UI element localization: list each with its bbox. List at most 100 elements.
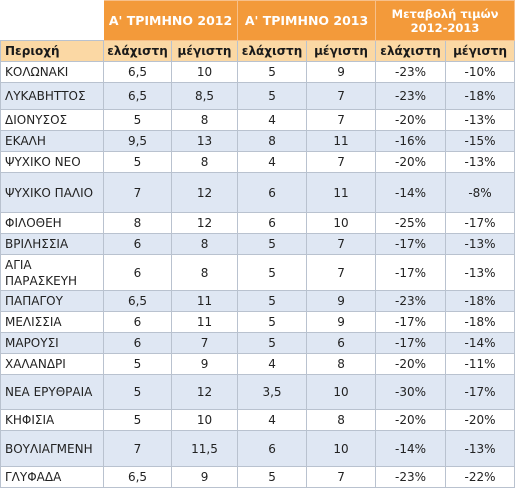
change-max-cell: -18% <box>445 311 515 333</box>
header-blank-cell <box>0 0 104 41</box>
min-2013-cell: 5 <box>237 290 308 312</box>
min-2012-cell: 6,5 <box>103 290 172 312</box>
subheader-row: Περιοχή ελάχιστη μέγιστη ελάχιστη μέγιστ… <box>0 40 515 62</box>
change-min-cell: -20% <box>375 151 447 173</box>
max-2012-cell: 8 <box>170 233 239 255</box>
region-cell: ΜΑΡΟΥΣΙ <box>0 332 104 354</box>
table-row: ΨΥΧΙΚΟ ΝΕΟ 5 8 4 7 -20% -13% <box>0 151 515 173</box>
min-2013-cell: 5 <box>237 254 308 291</box>
max-2013-cell: 8 <box>306 353 377 375</box>
region-cell: ΨΥΧΙΚΟ ΠΑΛΙΟ <box>0 172 104 213</box>
change-min-cell: -23% <box>375 466 447 488</box>
change-max-cell: -10% <box>445 61 515 83</box>
table-row: ΦΙΛΟΘΕΗ 8 12 6 10 -25% -17% <box>0 212 515 234</box>
change-max-cell: -18% <box>445 290 515 312</box>
change-min-cell: -30% <box>375 374 447 410</box>
min-2013-cell: 5 <box>237 466 308 488</box>
change-min-cell: -17% <box>375 311 447 333</box>
max-2013-cell: 9 <box>306 61 377 83</box>
min-2012-cell: 6 <box>103 254 172 291</box>
change-max-cell: -20% <box>445 409 515 431</box>
change-max-cell: -17% <box>445 212 515 234</box>
max-2012-cell: 7 <box>170 332 239 354</box>
max-2012-cell: 8 <box>170 109 239 131</box>
max-2013-cell: 7 <box>306 109 377 131</box>
max-2013-cell: 6 <box>306 332 377 354</box>
region-cell: ΠΑΠΑΓΟΥ <box>0 290 104 312</box>
min-2013-cell: 4 <box>237 109 308 131</box>
region-cell: ΒΟΥΛΙΑΓΜΕΝΗ <box>0 430 104 467</box>
min-2013-cell: 3,5 <box>237 374 308 410</box>
max-2012-cell: 10 <box>170 409 239 431</box>
change-max-cell: -17% <box>445 374 515 410</box>
min-2012-cell: 7 <box>103 172 172 213</box>
change-min-cell: -14% <box>375 430 447 467</box>
change-max-cell: -14% <box>445 332 515 354</box>
region-cell: ΕΚΑΛΗ <box>0 130 104 152</box>
min-2012-cell: 6,5 <box>103 466 172 488</box>
subheader-region: Περιοχή <box>0 40 104 62</box>
change-min-cell: -17% <box>375 254 447 291</box>
table-row: ΒΟΥΛΙΑΓΜΕΝΗ 7 11,5 6 10 -14% -13% <box>0 430 515 467</box>
subheader-min-2012: ελάχιστη <box>103 40 172 62</box>
max-2013-cell: 7 <box>306 466 377 488</box>
subheader-min-2013: ελάχιστη <box>237 40 308 62</box>
region-cell: ΚΟΛΩΝΑΚΙ <box>0 61 104 83</box>
table-row: ΠΑΠΑΓΟΥ 6,5 11 5 9 -23% -18% <box>0 290 515 312</box>
max-2013-cell: 7 <box>306 254 377 291</box>
change-min-cell: -20% <box>375 109 447 131</box>
change-min-cell: -20% <box>375 409 447 431</box>
change-max-cell: -13% <box>445 233 515 255</box>
max-2012-cell: 12 <box>170 172 239 213</box>
change-max-cell: -13% <box>445 151 515 173</box>
max-2013-cell: 9 <box>306 311 377 333</box>
min-2013-cell: 4 <box>237 409 308 431</box>
max-2013-cell: 11 <box>306 130 377 152</box>
min-2012-cell: 8 <box>103 212 172 234</box>
min-2012-cell: 6 <box>103 332 172 354</box>
max-2013-cell: 9 <box>306 290 377 312</box>
header-row: Α' ΤΡΙΜΗΝΟ 2012 Α' ΤΡΙΜΗΝΟ 2013 Μεταβολή… <box>0 0 515 41</box>
min-2013-cell: 6 <box>237 430 308 467</box>
min-2012-cell: 5 <box>103 109 172 131</box>
region-cell: ΜΕΛΙΣΣΙΑ <box>0 311 104 333</box>
region-cell: ΒΡΙΛΗΣΣΙΑ <box>0 233 104 255</box>
min-2013-cell: 5 <box>237 311 308 333</box>
region-cell: ΛΥΚΑΒΗΤΤΟΣ <box>0 82 104 110</box>
min-2012-cell: 5 <box>103 151 172 173</box>
region-cell: ΓΛΥΦΑΔΑ <box>0 466 104 488</box>
region-cell: ΦΙΛΟΘΕΗ <box>0 212 104 234</box>
table-row: ΕΚΑΛΗ 9,5 13 8 11 -16% -15% <box>0 130 515 152</box>
table-row: ΑΓΙΑ ΠΑΡΑΣΚΕΥΗ 6 8 5 7 -17% -13% <box>0 254 515 291</box>
min-2012-cell: 6 <box>103 233 172 255</box>
table-row: ΒΡΙΛΗΣΣΙΑ 6 8 5 7 -17% -13% <box>0 233 515 255</box>
max-2012-cell: 11,5 <box>170 430 239 467</box>
max-2012-cell: 12 <box>170 374 239 410</box>
table-row: ΓΛΥΦΑΔΑ 6,5 9 5 7 -23% -22% <box>0 466 515 488</box>
header-q2012: Α' ΤΡΙΜΗΝΟ 2012 <box>102 0 239 41</box>
region-cell: ΨΥΧΙΚΟ ΝΕΟ <box>0 151 104 173</box>
min-2013-cell: 5 <box>237 82 308 110</box>
min-2012-cell: 6 <box>103 311 172 333</box>
change-max-cell: -13% <box>445 109 515 131</box>
subheader-max-change: μέγιστη <box>445 40 515 62</box>
min-2013-cell: 5 <box>237 233 308 255</box>
min-2013-cell: 8 <box>237 130 308 152</box>
max-2012-cell: 8 <box>170 151 239 173</box>
max-2013-cell: 8 <box>306 409 377 431</box>
max-2013-cell: 11 <box>306 172 377 213</box>
table-row: ΧΑΛΑΝΔΡΙ 5 9 4 8 -20% -11% <box>0 353 515 375</box>
subheader-max-2013: μέγιστη <box>306 40 377 62</box>
min-2013-cell: 4 <box>237 353 308 375</box>
table-row: ΚΗΦΙΣΙΑ 5 10 4 8 -20% -20% <box>0 409 515 431</box>
max-2012-cell: 13 <box>170 130 239 152</box>
change-max-cell: -18% <box>445 82 515 110</box>
max-2012-cell: 9 <box>170 353 239 375</box>
table-row: ΚΟΛΩΝΑΚΙ 6,5 10 5 9 -23% -10% <box>0 61 515 83</box>
region-cell: ΑΓΙΑ ΠΑΡΑΣΚΕΥΗ <box>0 254 104 291</box>
min-2012-cell: 5 <box>103 374 172 410</box>
max-2012-cell: 10 <box>170 61 239 83</box>
table-row: ΜΕΛΙΣΣΙΑ 6 11 5 9 -17% -18% <box>0 311 515 333</box>
max-2013-cell: 7 <box>306 151 377 173</box>
